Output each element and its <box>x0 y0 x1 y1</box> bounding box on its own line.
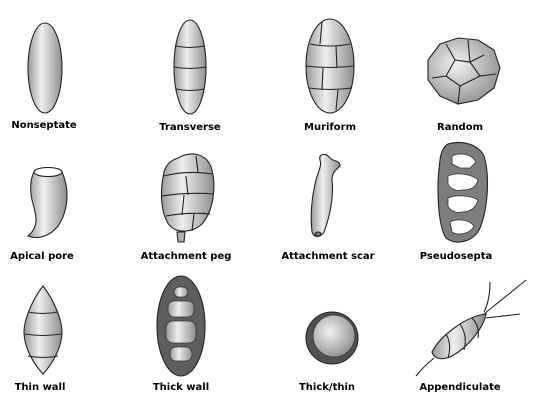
pseudosepta-spore <box>437 141 488 243</box>
label-transverse: Transverse <box>159 122 221 133</box>
thin-wall-spore <box>23 285 63 375</box>
apical-pore-spore <box>26 166 68 239</box>
thick-thin-spore <box>305 311 359 365</box>
label-pseudosepta: Pseudosepta <box>419 251 493 262</box>
label-nonseptate: Nonseptate <box>11 120 77 131</box>
appendiculate-spore <box>415 279 527 377</box>
thick-wall-spore <box>156 275 206 377</box>
muriform-spore <box>305 18 355 114</box>
label-thick-wall: Thick wall <box>152 382 210 393</box>
label-attachment-peg: Attachment peg <box>140 251 232 262</box>
label-muriform: Muriform <box>303 122 357 133</box>
attachment-scar-spore <box>310 153 341 238</box>
label-appendiculate: Appendiculate <box>419 382 501 393</box>
attachment-peg-spore <box>160 153 215 243</box>
label-thick-thin: Thick/thin <box>298 382 356 393</box>
label-thin-wall: Thin wall <box>14 382 66 393</box>
label-attachment-scar: Attachment scar <box>281 251 375 262</box>
transverse-spore <box>173 19 207 115</box>
label-random: Random <box>436 122 484 133</box>
nonseptate-spore <box>27 22 63 114</box>
label-apical-pore: Apical pore <box>10 251 74 262</box>
random-spore <box>427 37 501 105</box>
